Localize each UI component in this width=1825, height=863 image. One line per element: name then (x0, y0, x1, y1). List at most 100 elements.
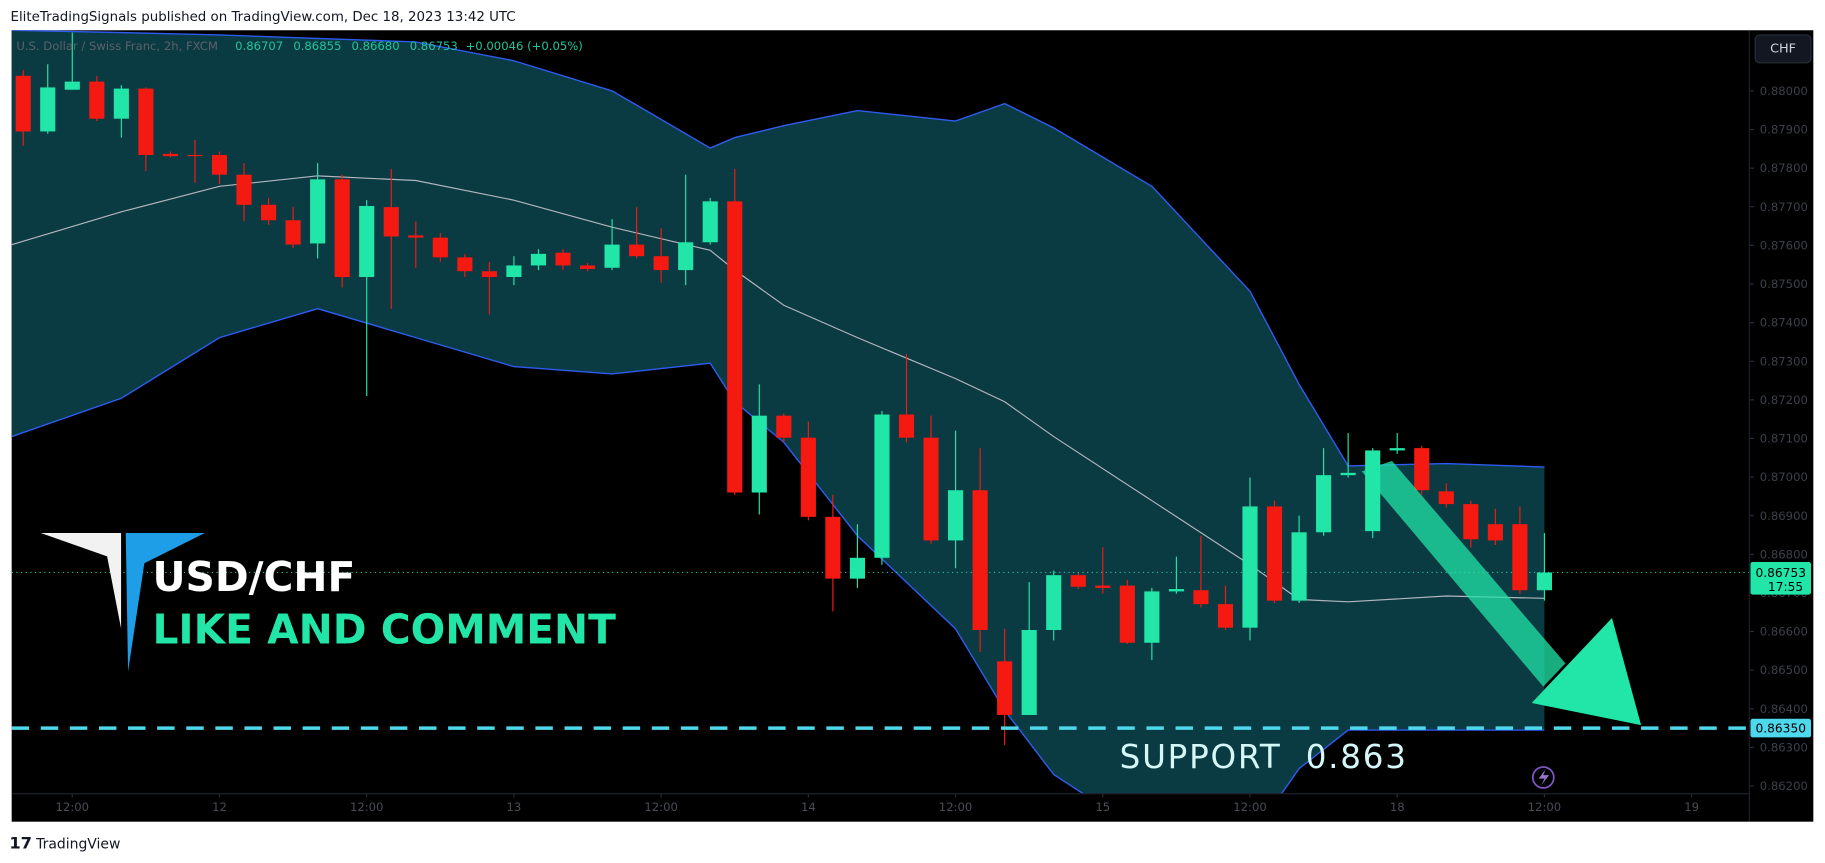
legend-ohlc: 0.86753 (410, 39, 458, 53)
y-tick-label: 0.87900 (1760, 123, 1808, 137)
candle-body (40, 87, 56, 132)
y-tick-label: 0.87300 (1760, 354, 1808, 368)
candle-body (776, 415, 792, 438)
currency-label[interactable]: CHF (1770, 41, 1796, 56)
y-tick-label: 0.87500 (1760, 277, 1808, 291)
candle-body (1340, 472, 1356, 476)
x-tick-label: 12:00 (350, 800, 384, 814)
y-tick-label: 0.87000 (1760, 470, 1808, 484)
currency-button[interactable] (1754, 34, 1812, 64)
candle-body (555, 252, 571, 266)
candle-body (923, 437, 939, 541)
overlay: 0.86200 0.86300 0.86400 0.86500 0.86600 0.867… (11, 84, 1811, 814)
candle-body (64, 81, 80, 90)
arrow-head (1531, 618, 1642, 726)
x-tick-label: 12:00 (1528, 800, 1562, 814)
candle-body (15, 75, 31, 132)
candle-body (457, 257, 473, 272)
candle-body (211, 154, 228, 175)
legend-ohlc: 0.86855 (293, 39, 341, 53)
candle-body (678, 242, 694, 271)
x-tick-label: 12:00 (56, 800, 90, 814)
candle-body (1291, 532, 1307, 601)
candle-body (702, 201, 718, 243)
legend-change: +0.00046 (+0.05%) (466, 39, 583, 53)
alert-bolt[interactable] (1538, 769, 1550, 786)
candle-body (359, 205, 375, 278)
x-tick-label: 15 (1095, 800, 1110, 814)
logo-blue (125, 533, 205, 672)
candle-body (1389, 448, 1405, 451)
x-tick-label: 12:00 (644, 800, 678, 814)
x-tick-label: 19 (1684, 800, 1699, 814)
candle-body (383, 207, 399, 237)
candle-body (334, 179, 350, 278)
x-tick-label: 12:00 (939, 800, 973, 814)
candle-body (948, 490, 964, 541)
x-tick-label: 14 (801, 800, 816, 814)
candle-body (1119, 585, 1135, 643)
candle-body (1144, 591, 1160, 643)
y-tick-label: 0.86400 (1760, 702, 1808, 716)
arrow-shaft (1361, 460, 1566, 687)
y-tick-label: 0.87700 (1760, 200, 1808, 214)
y-tick-label: 0.86200 (1760, 779, 1808, 793)
y-tick-label: 0.88000 (1760, 84, 1808, 98)
candle-body (89, 81, 105, 119)
y-tick-label: 0.86300 (1760, 740, 1808, 754)
candle-body (800, 437, 816, 517)
support-annotation: SUPPORT 0.863 (1120, 738, 1408, 776)
candle-body (1193, 590, 1209, 605)
countdown-label: 17:55 (1768, 580, 1803, 594)
lower-band (11, 307, 1545, 794)
candle-body (1242, 506, 1258, 628)
legend-symbol: U.S. Dollar / Swiss Franc, 2h, FXCM (16, 39, 218, 53)
candle-body (236, 174, 252, 205)
candle-body (898, 414, 915, 438)
x-tick-label: 18 (1390, 800, 1405, 814)
candle-body (481, 271, 497, 278)
candle-body (1512, 524, 1528, 591)
candle-body (1463, 504, 1479, 540)
last-price-label: 0.86753 (1755, 566, 1806, 580)
y-tick-label: 0.86600 (1760, 625, 1808, 639)
candle-body (261, 204, 277, 221)
candle-body (874, 414, 890, 558)
candle-body (825, 516, 841, 579)
candle-body (653, 256, 669, 271)
y-tick-label: 0.86500 (1760, 663, 1808, 677)
candle-body (1365, 450, 1381, 532)
candle-body (432, 237, 448, 258)
alert-icon[interactable] (1531, 766, 1555, 789)
candle-body (1046, 575, 1062, 631)
upper-band (11, 30, 1545, 468)
candle-body (1168, 589, 1184, 592)
candle-body (1021, 630, 1037, 715)
footer-brand: TradingView (35, 836, 120, 852)
candle-body (579, 265, 596, 269)
legend-ohlc: 0.86707 (235, 39, 283, 53)
candle-body (530, 253, 547, 266)
footer-logo-mark: 𝟭𝟳 (9, 833, 32, 852)
cta-annotation: LIKE AND COMMENT (153, 606, 617, 654)
middle-band (11, 175, 1545, 603)
legend-ohlc: 0.86680 (352, 39, 400, 53)
candle-body (1316, 475, 1332, 533)
last-price-box (1750, 561, 1811, 595)
support-price-box (1750, 718, 1811, 738)
candle-body (849, 557, 865, 579)
candle-body (727, 201, 743, 493)
candle-body (604, 244, 620, 268)
candle-body (972, 490, 988, 631)
y-tick-label: 0.87600 (1760, 238, 1808, 252)
x-tick-label: 12 (212, 800, 227, 814)
candle-body (113, 88, 129, 119)
candle-body (1070, 575, 1086, 587)
candle-body (1217, 604, 1234, 628)
published-line: EliteTradingSignals published on Trading… (11, 10, 516, 25)
candle-body (310, 179, 326, 244)
candle-body (1487, 524, 1503, 541)
y-tick-label: 0.87200 (1760, 393, 1808, 407)
